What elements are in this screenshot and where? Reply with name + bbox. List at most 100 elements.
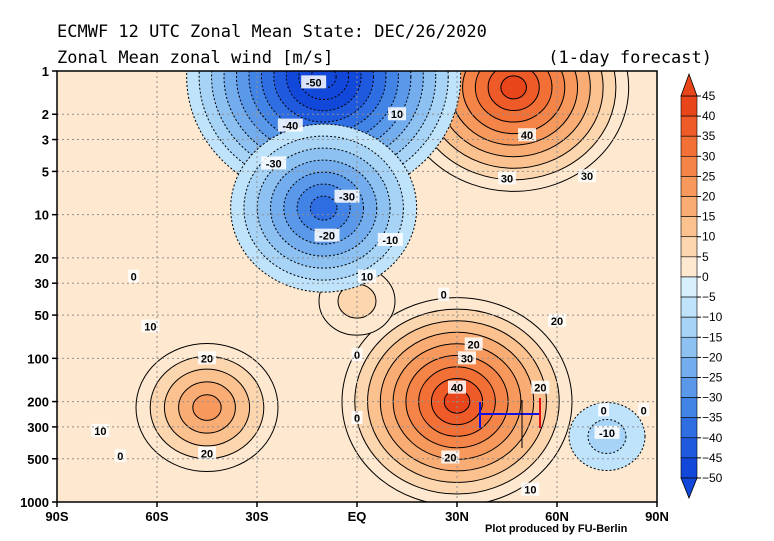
contour-label-box xyxy=(548,314,566,328)
contour-label-box xyxy=(377,232,403,246)
contour-label: 20 xyxy=(198,446,216,461)
colorbar-swatch xyxy=(680,397,698,418)
y-tick-label: 300 xyxy=(27,420,49,435)
contour-label-box xyxy=(521,482,540,496)
colorbar-swatch xyxy=(680,115,698,137)
contour-label: 0 xyxy=(638,403,650,417)
contour-label: -40 xyxy=(277,118,303,133)
colorbar-swatch xyxy=(680,377,698,398)
y-tick-label: 50 xyxy=(35,308,49,323)
colorbar-label: 40 xyxy=(702,109,716,123)
colorbar-swatch xyxy=(680,316,698,338)
colorbar-swatch xyxy=(680,176,698,197)
field-contour xyxy=(309,195,338,221)
contour-label: 0 xyxy=(598,403,610,417)
x-tick-label: 30N xyxy=(445,509,469,524)
colorbar-swatch xyxy=(680,457,698,479)
contour-label: 0 xyxy=(128,269,140,284)
contour-label-box xyxy=(277,118,303,132)
gridlines xyxy=(57,71,657,502)
contour-label-box xyxy=(301,75,327,89)
contour-label-box xyxy=(128,269,140,283)
y-tick-label: 3 xyxy=(42,133,49,148)
contour-label-box xyxy=(261,156,287,170)
contour-label-text: 0 xyxy=(354,413,360,425)
colorbar-label: −5 xyxy=(702,290,716,304)
credit: Plot produced by FU-Berlin xyxy=(485,523,628,535)
contour-label-text: 20 xyxy=(534,383,546,395)
contour-label-box xyxy=(638,403,650,417)
y-tick-label: 5 xyxy=(42,164,49,179)
y-tick-label: 1000 xyxy=(20,495,49,510)
x-tick-label: 90N xyxy=(645,509,669,524)
contour-label-box xyxy=(518,128,536,142)
contour-label: -50 xyxy=(301,75,327,89)
contour-label-box xyxy=(531,380,550,394)
colorbar-label: 35 xyxy=(702,129,716,143)
contour-label: 10 xyxy=(141,319,160,333)
colorbar: 45 40 35 30 25 20 15 10 5 0 −5 −10 −15 −20 −25 −30 −35 −4… xyxy=(680,72,723,500)
contour-label: 10 xyxy=(521,482,540,497)
colorbar-label: 20 xyxy=(702,190,716,204)
contour-label: -20 xyxy=(314,228,340,243)
contour-label-box xyxy=(441,450,460,464)
contour-labels: -50 -40 -30 -30 -20 -10 10 10 0 0 10 0 0 20 20 10 0 20 30 4… xyxy=(91,75,650,497)
contour-label-text: 20 xyxy=(201,449,213,461)
contour-label-text: -50 xyxy=(306,77,322,89)
x-tick-label: 60N xyxy=(545,509,569,524)
x-tick-label: 30S xyxy=(245,509,268,524)
contour-label-box xyxy=(314,228,340,242)
contour-label: -30 xyxy=(334,189,360,204)
axes: 90S 60S 30S EQ 30N 60N 90N12351020305010020030… xyxy=(20,64,669,524)
contour-label-text: 10 xyxy=(94,426,106,438)
contour-label-box xyxy=(594,425,620,439)
contour-label-text: 0 xyxy=(601,405,607,417)
y-tick-label: 200 xyxy=(27,395,49,410)
colorbar-label: 15 xyxy=(702,210,716,224)
contour-label-text: -30 xyxy=(339,192,355,204)
colorbar-swatch xyxy=(680,256,698,278)
contour-label-text: 20 xyxy=(468,339,480,351)
colorbar-label: 10 xyxy=(702,230,716,244)
colorbar-label: −20 xyxy=(702,350,723,364)
contour-label: 0 xyxy=(438,287,450,302)
contour-label-text: 30 xyxy=(461,353,473,365)
chart-subtitle: Zonal Mean zonal wind [m/s] xyxy=(57,48,333,68)
contour-label-text: -40 xyxy=(282,121,298,133)
contour-label-box xyxy=(358,269,376,283)
colorbar-swatch xyxy=(680,156,698,177)
contour-label-text: -20 xyxy=(319,231,335,243)
contour-label-text: -10 xyxy=(599,428,615,440)
contour-label: 10 xyxy=(358,269,376,284)
contour-label-text: 10 xyxy=(361,272,373,284)
colorbar-swatch xyxy=(680,95,698,117)
contour-label: -30 xyxy=(261,156,287,170)
contour-label-text: 0 xyxy=(117,451,123,463)
colorbar-swatch xyxy=(680,336,698,358)
colorbar-label: −40 xyxy=(702,431,723,445)
contour-label-box xyxy=(464,337,483,351)
forecast-note: (1-day forecast) xyxy=(548,48,712,68)
contour-label: 30 xyxy=(578,169,596,183)
y-tick-label: 30 xyxy=(35,276,49,291)
colorbar-label: −15 xyxy=(702,330,723,344)
contour-label-box xyxy=(91,423,110,437)
contour-label-text: 40 xyxy=(521,130,533,142)
contour-label-text: 20 xyxy=(444,452,456,464)
contour-label-text: 30 xyxy=(501,173,513,185)
field-contour xyxy=(192,394,222,421)
colorbar-label: −35 xyxy=(702,411,723,425)
contour-label-text: 30 xyxy=(581,171,593,183)
contour-label-box xyxy=(598,403,610,417)
colorbar-swatch xyxy=(680,196,698,217)
contour-label-text: 10 xyxy=(391,109,403,121)
y-tick-label: 10 xyxy=(35,208,49,223)
jet-marker xyxy=(479,398,541,448)
contour-label-text: 0 xyxy=(641,405,647,417)
y-tick-label: 100 xyxy=(27,351,49,366)
colorbar-label: 45 xyxy=(702,89,716,103)
contour-label: 40 xyxy=(518,128,536,142)
x-tick-label: 60S xyxy=(145,509,168,524)
contour-label: 20 xyxy=(464,337,483,351)
